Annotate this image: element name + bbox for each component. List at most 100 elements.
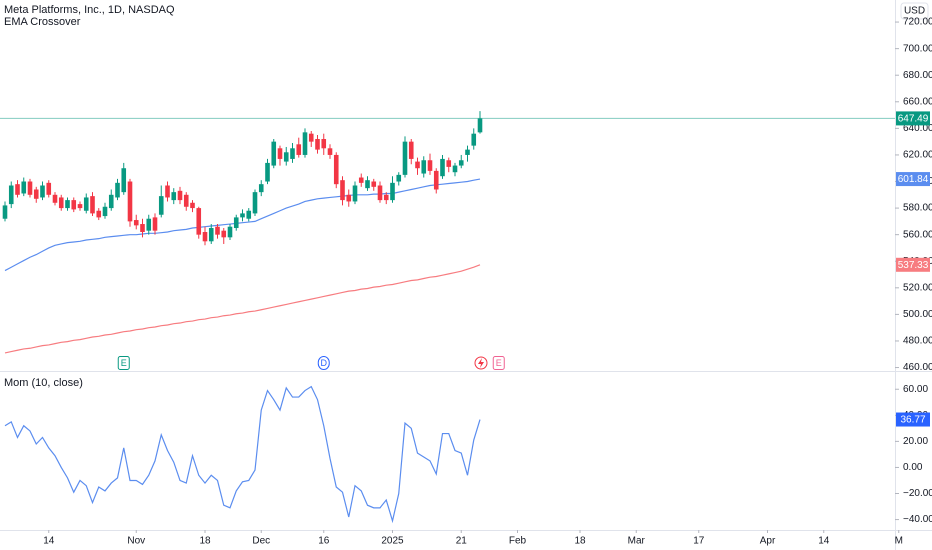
candle-body (77, 204, 83, 209)
candle-body (240, 213, 245, 218)
candle-body (133, 220, 139, 226)
x-tick-label: 14 (818, 536, 830, 547)
candle-body (352, 185, 358, 202)
candle-body (358, 177, 364, 183)
candle-body (196, 208, 202, 235)
candle-body (302, 132, 308, 155)
candle-body (427, 160, 433, 171)
event-badge[interactable] (492, 356, 505, 370)
candle-body (390, 182, 395, 201)
candle-body (127, 181, 133, 222)
ema-line (4, 178, 481, 272)
y-tick-label: 60.00 (903, 384, 928, 395)
y-tick-label: 700.00 (903, 43, 932, 54)
last-value-box (896, 172, 930, 187)
x-tick-label: 14 (43, 536, 55, 547)
candle-body (252, 192, 258, 214)
candle-body (415, 161, 420, 169)
flash-icon[interactable] (474, 356, 488, 370)
candle-body (421, 160, 427, 174)
event-label[interactable]: E (496, 358, 502, 368)
candle-body (321, 138, 327, 149)
last-value-box (896, 257, 930, 272)
candle-body (52, 194, 58, 203)
x-tick-label: Mar (628, 536, 646, 547)
y-tick-label: −40.00 (903, 514, 932, 525)
y-tick-label: −20.00 (903, 488, 932, 499)
candle-body (271, 141, 277, 166)
candle-body (477, 118, 483, 133)
y-tick-label: 680.00 (903, 70, 932, 81)
event-label[interactable]: D (321, 358, 328, 368)
event-badge[interactable] (117, 356, 130, 370)
candle-body (71, 200, 77, 210)
candle-body (440, 158, 445, 177)
candle-body (171, 192, 177, 201)
candle-body (183, 194, 189, 207)
candle-body (246, 210, 252, 219)
last-value-box (896, 412, 930, 427)
candle-body (296, 144, 302, 155)
candle-body (221, 230, 227, 238)
candle-body (102, 206, 108, 217)
candle-body (27, 181, 33, 195)
candle-body (446, 160, 452, 167)
candle-body (333, 154, 339, 185)
candle-body (152, 217, 158, 231)
candle-body (65, 200, 70, 209)
pane-title: Mom (10, close) (4, 377, 83, 389)
momentum-line (4, 385, 481, 524)
candle-body (215, 226, 220, 235)
candle-body (308, 133, 314, 142)
candle-body (96, 210, 102, 218)
x-tick-label: 18 (574, 536, 586, 547)
last-value-label: 36.77 (900, 415, 925, 426)
last-value-label: 601.84 (898, 174, 929, 185)
y-tick-label: 500.00 (903, 309, 932, 320)
candle-body (146, 218, 152, 231)
candle-body (290, 148, 295, 159)
candle-body (277, 148, 283, 159)
candle-body (433, 170, 439, 190)
candle-body (46, 182, 52, 195)
flash-bolt[interactable] (478, 358, 484, 368)
y-tick-label: 520.00 (903, 282, 932, 293)
x-tick-label: 17 (693, 536, 705, 547)
candle-body (265, 162, 270, 182)
candle-body (90, 196, 95, 214)
candle-body (346, 194, 352, 202)
currency[interactable]: USD (904, 6, 925, 17)
y-tick-label: 460.00 (903, 362, 932, 373)
candle-body (40, 185, 45, 198)
candle-body (327, 148, 333, 155)
y-tick-label: 580.00 (903, 203, 932, 214)
candle-body (365, 180, 370, 189)
candle-body (402, 141, 408, 175)
y-tick-label: 480.00 (903, 336, 932, 347)
x-tick-label: Apr (760, 536, 776, 547)
y-tick-label: 620.00 (903, 150, 932, 161)
event-badge[interactable] (317, 356, 330, 370)
x-tick-label: 21 (456, 536, 468, 547)
indicator-title: EMA Crossover (4, 16, 81, 28)
candle-body (383, 194, 389, 201)
event-label[interactable]: E (121, 358, 127, 368)
y-tick-label: 720.00 (903, 17, 932, 28)
candle-body (2, 205, 8, 219)
candle-body (233, 217, 239, 229)
symbol-title: Meta Platforms, Inc., 1D, NASDAQ (4, 4, 175, 16)
x-tick-label: Feb (509, 536, 527, 547)
y-tick-label: 640.00 (903, 123, 932, 134)
candle-body (227, 226, 233, 238)
x-tick-label: Dec (252, 536, 270, 547)
candle-body (177, 190, 183, 201)
candle-body (58, 197, 64, 209)
candle-body (8, 185, 14, 205)
currency-box[interactable] (900, 2, 929, 20)
last-value-label: 647.49 (898, 114, 929, 125)
candle-body (208, 228, 214, 242)
candle-body (108, 194, 114, 209)
candle-body (158, 196, 164, 215)
candle-body (115, 182, 120, 198)
candle-body (258, 184, 264, 193)
